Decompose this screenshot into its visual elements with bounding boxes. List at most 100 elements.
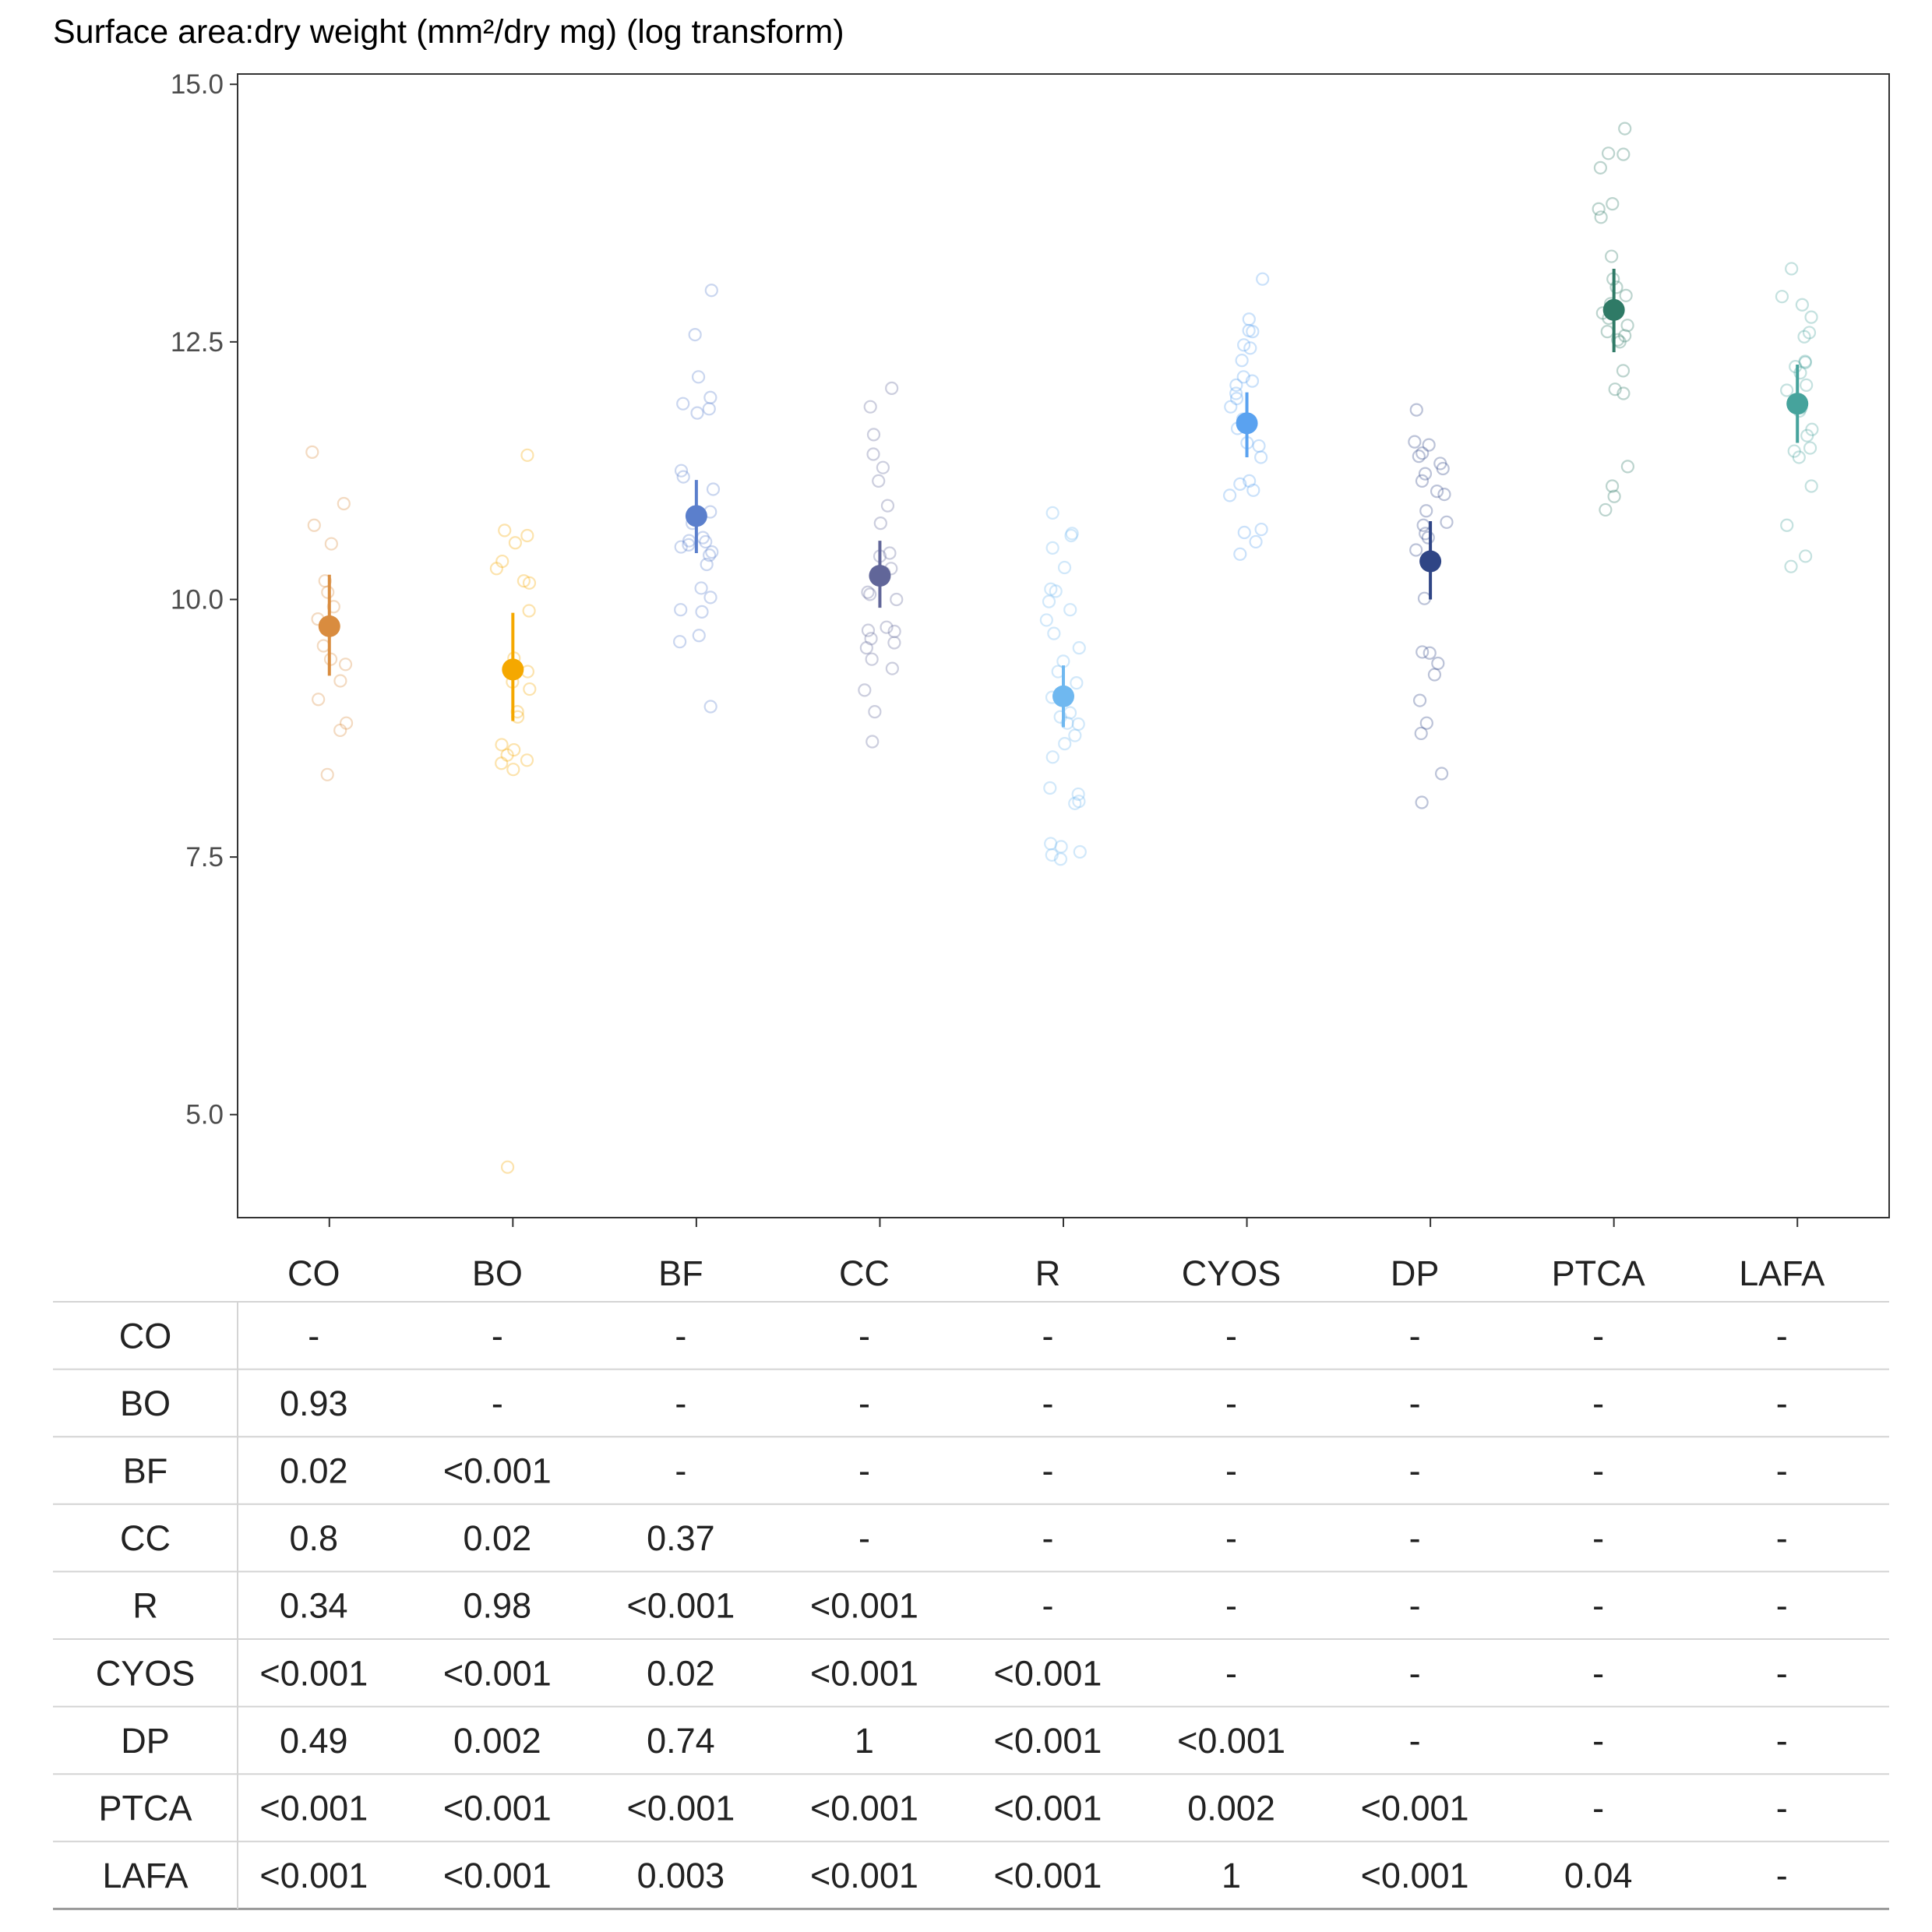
column-header-bf: BF (658, 1253, 703, 1293)
raw-point-bo (500, 1160, 515, 1174)
mean-point-r (1052, 685, 1074, 707)
raw-point-bf (690, 406, 704, 420)
table-cell: 0.98 (464, 1586, 532, 1626)
row-label-ptca: PTCA (98, 1789, 192, 1828)
raw-point-dp (1431, 656, 1445, 671)
raw-point-ptca (1616, 364, 1631, 378)
raw-point-lafa (1795, 298, 1809, 312)
mean-point-ptca (1602, 298, 1625, 321)
raw-point-lafa (1784, 559, 1798, 573)
table-cell: <0.001 (810, 1856, 918, 1895)
table-cell: <0.001 (810, 1789, 918, 1828)
raw-point-dp (1437, 487, 1451, 502)
raw-point-r (1049, 584, 1063, 598)
table-cell: 0.02 (647, 1653, 715, 1693)
raw-point-ptca (1602, 146, 1616, 160)
table-cell: <0.001 (443, 1789, 552, 1828)
raw-point-lafa (1780, 518, 1794, 532)
raw-point-cyos (1229, 391, 1244, 406)
row-label-r: R (132, 1586, 158, 1626)
table-cell: - (1592, 1316, 1604, 1356)
table-cell: <0.001 (810, 1653, 918, 1693)
raw-point-dp (1408, 435, 1422, 449)
raw-point-cc (861, 585, 875, 599)
series-lafa (1775, 262, 1819, 573)
table-cell: <0.001 (810, 1586, 918, 1626)
column-header-bo: BO (472, 1253, 523, 1293)
raw-point-bf (688, 327, 702, 342)
raw-point-cc (866, 735, 880, 749)
raw-point-r (1060, 716, 1074, 730)
raw-point-bo (507, 742, 521, 757)
table-cell: - (675, 1384, 686, 1423)
raw-point-cc (890, 592, 904, 607)
raw-point-bf (706, 482, 721, 496)
column-header-ptca: PTCA (1552, 1253, 1645, 1293)
raw-point-r (1057, 560, 1072, 575)
chart-title: Surface area:dry weight (mm²/dry mg) (lo… (53, 13, 844, 51)
raw-point-cc (873, 516, 887, 531)
raw-point-r (1043, 781, 1057, 795)
raw-point-lafa (1802, 326, 1817, 340)
raw-point-lafa (1798, 354, 1812, 368)
table-cell: - (492, 1316, 503, 1356)
series-bo (489, 448, 537, 1174)
raw-point-bf (694, 581, 708, 595)
raw-point-dp (1440, 515, 1454, 529)
raw-point-cyos (1254, 450, 1268, 464)
table-cell: - (1592, 1451, 1604, 1491)
raw-point-r (1044, 837, 1058, 851)
plot-area: 5.0 7.5 10.0 12.5 15.0 (171, 69, 1890, 1227)
series-cyos (1222, 272, 1270, 561)
raw-point-cc (859, 641, 873, 655)
table-cell: - (1225, 1653, 1237, 1693)
table-cell: - (675, 1451, 686, 1491)
table-cell: - (1409, 1518, 1421, 1558)
raw-point-r (1068, 796, 1082, 810)
raw-point-ptca (1599, 502, 1613, 517)
table-cell: - (1042, 1316, 1054, 1356)
table-cell: - (1409, 1586, 1421, 1626)
raw-point-bf (703, 548, 717, 562)
table-cell: - (1409, 1384, 1421, 1423)
raw-point-bo (495, 756, 509, 770)
table-cell: - (1592, 1653, 1604, 1693)
series-cc (858, 381, 904, 749)
raw-point-dp (1415, 474, 1430, 488)
table-cell: <0.001 (259, 1653, 368, 1693)
raw-point-cyos (1256, 272, 1270, 286)
raw-point-dp (1423, 646, 1437, 660)
raw-point-cc (866, 447, 880, 461)
table-cell: - (1776, 1789, 1788, 1828)
raw-point-lafa (1800, 428, 1814, 442)
raw-point-bo (506, 763, 520, 777)
raw-point-dp (1430, 485, 1444, 499)
raw-point-ptca (1606, 197, 1620, 211)
table-cell: - (1409, 1653, 1421, 1693)
raw-point-cyos (1246, 325, 1260, 339)
raw-point-r (1064, 528, 1078, 543)
raw-point-ptca (1616, 147, 1631, 161)
raw-point-r (1072, 795, 1086, 809)
raw-point-cc (885, 381, 899, 395)
raw-point-dp (1409, 403, 1423, 417)
table-cell: <0.001 (443, 1856, 552, 1895)
column-header-dp: DP (1391, 1253, 1440, 1293)
raw-point-dp (1416, 446, 1430, 460)
raw-point-ptca (1616, 386, 1631, 400)
raw-point-lafa (1797, 330, 1811, 344)
table-cell: - (1225, 1586, 1237, 1626)
table-cell: 0.34 (280, 1586, 348, 1626)
raw-point-bf (674, 540, 688, 554)
raw-point-lafa (1780, 383, 1794, 397)
series-co (305, 445, 354, 781)
raw-point-r (1065, 527, 1079, 541)
raw-point-co (312, 693, 326, 707)
y-tick-label: 7.5 (185, 842, 224, 873)
raw-point-bo (495, 554, 509, 569)
table-cell: 1 (855, 1721, 874, 1761)
y-tick-label: 12.5 (171, 327, 224, 358)
raw-point-r (1063, 603, 1077, 617)
mean-point-dp (1419, 550, 1442, 573)
